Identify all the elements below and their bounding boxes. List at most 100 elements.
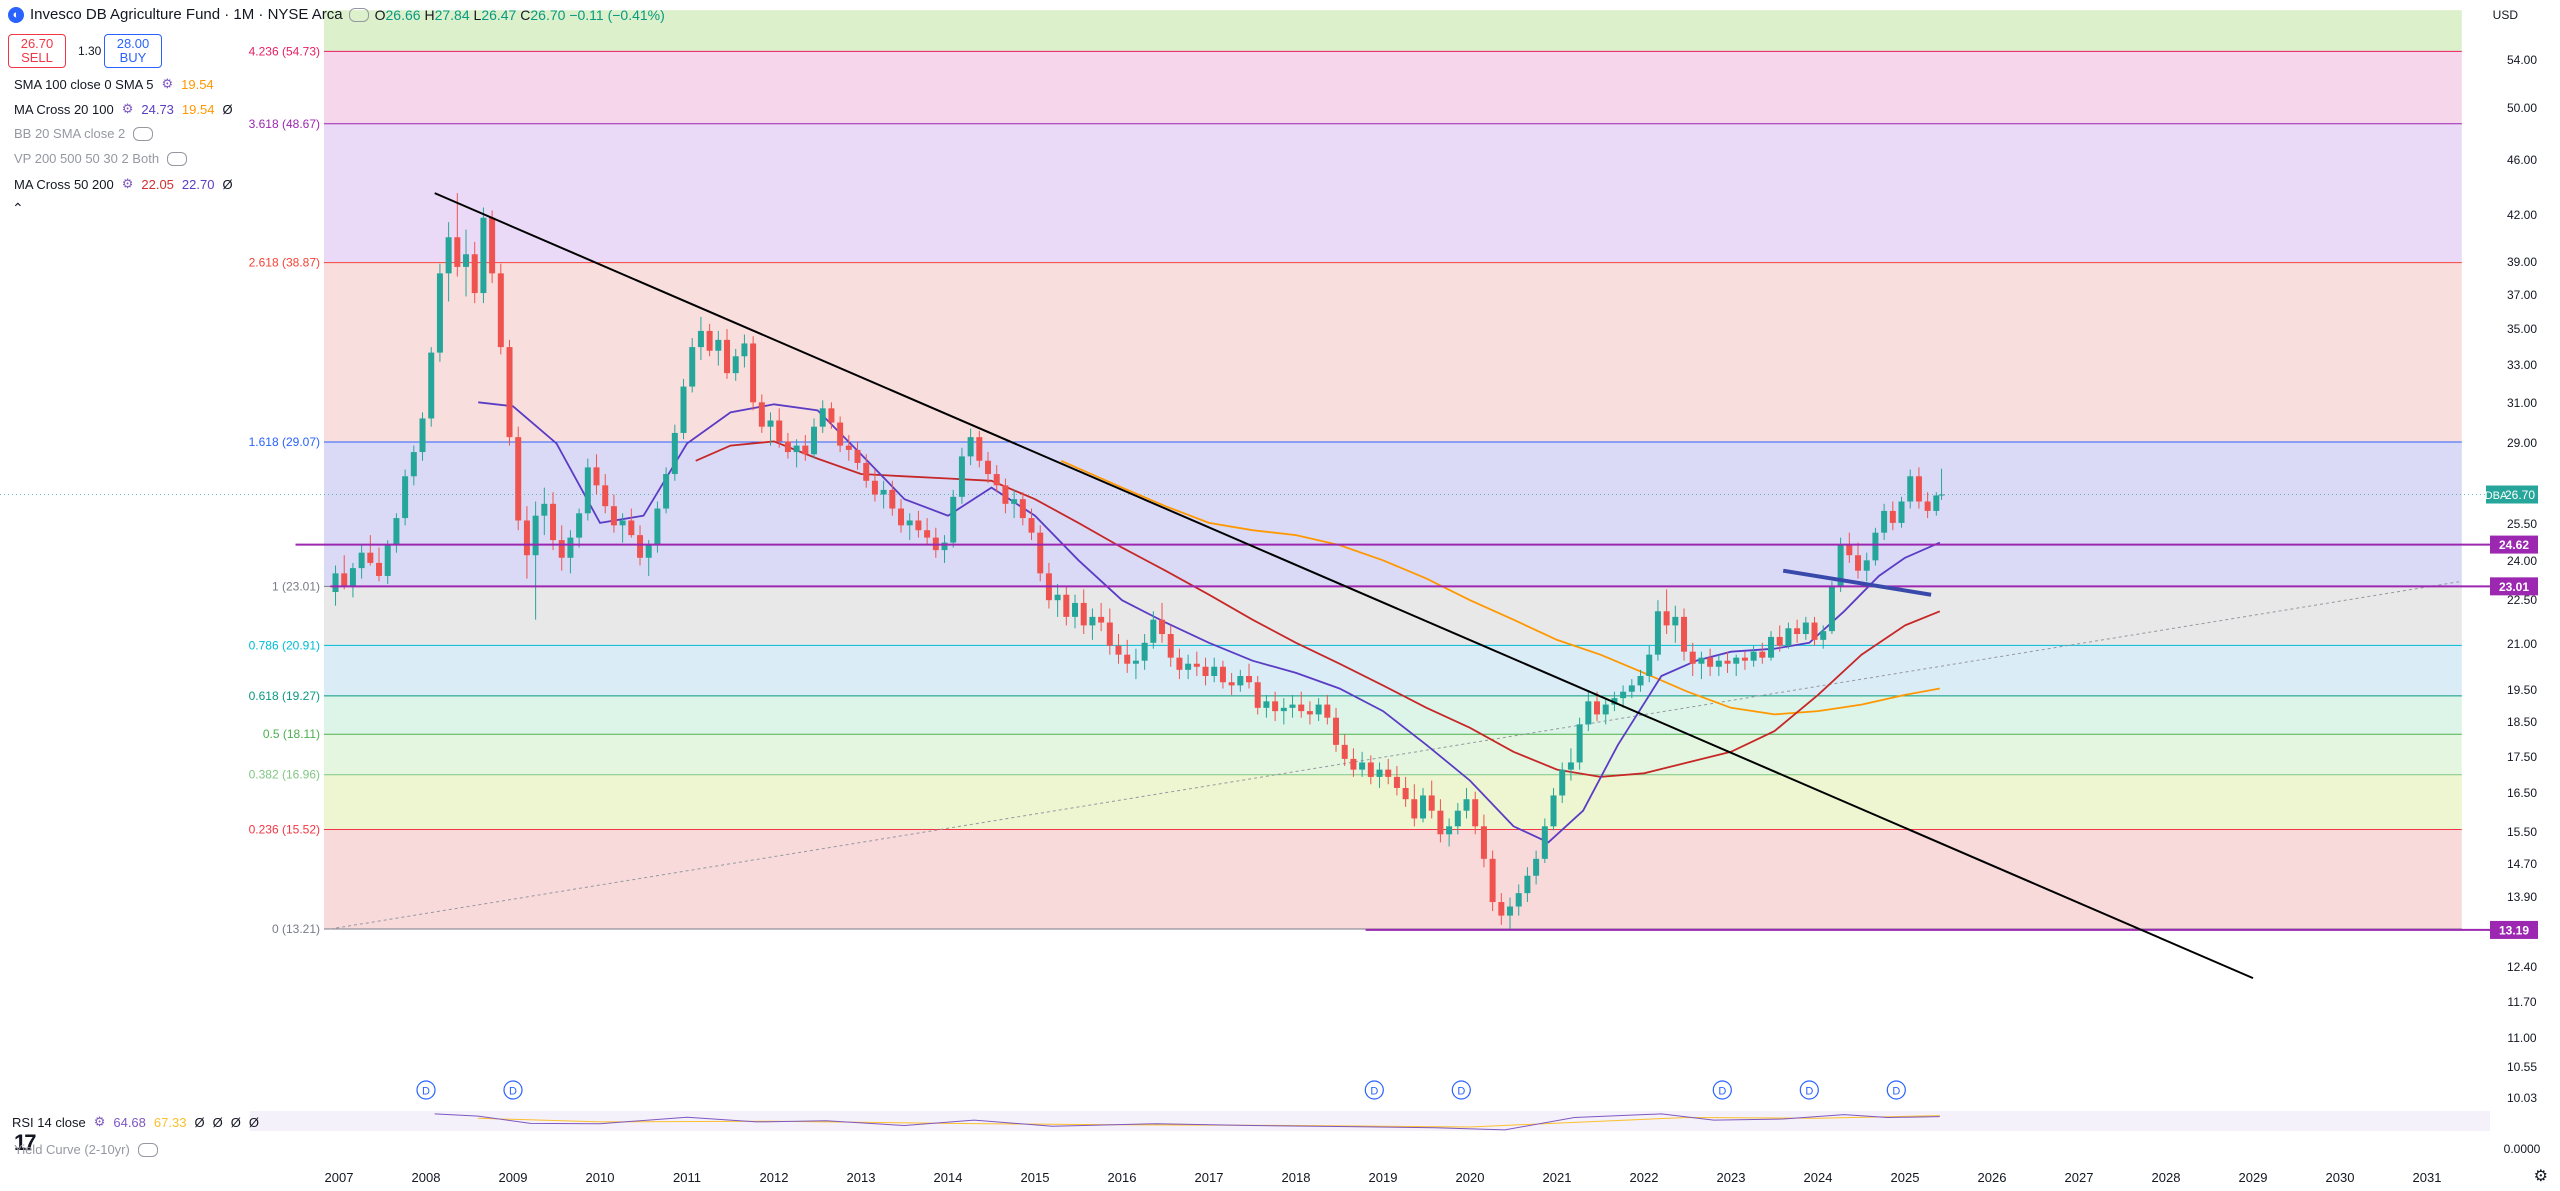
price-tick-label: 15.50: [2507, 825, 2537, 839]
price-tick-label: 11.00: [2507, 1031, 2536, 1045]
fib-level-label: 0.382 (16.96): [249, 768, 320, 782]
candle-body: [367, 552, 374, 563]
candle-body: [793, 445, 800, 453]
eye-icon[interactable]: [133, 126, 154, 141]
candle-body: [776, 420, 783, 442]
time-tick-label: 2013: [847, 1170, 876, 1185]
symbol-title[interactable]: Invesco DB Agriculture Fund · 1M · NYSE …: [30, 6, 343, 23]
rsi-legend[interactable]: RSI 14 close ⚙ 64.68 67.33 Ø Ø Ø Ø: [12, 1114, 259, 1130]
fib-level-label: 0.786 (20.91): [249, 638, 320, 652]
candle-body: [697, 330, 704, 348]
candle-body: [758, 402, 765, 427]
price-axis[interactable]: 24.62 23.01 13.19 54.00 50.00 46.00 42.00 39.00…: [2485, 53, 2541, 1156]
time-tick-label: 2031: [2413, 1170, 2442, 1185]
yield-curve-name: Yield Curve (2-10yr): [14, 1142, 130, 1157]
candle-body: [602, 485, 609, 507]
candle-body: [1750, 651, 1757, 661]
candle-body: [837, 422, 844, 446]
candle-body: [1863, 560, 1870, 571]
candle-body: [1324, 704, 1331, 718]
fib-level-label: 0.236 (15.52): [249, 822, 320, 836]
candle-body: [393, 518, 400, 546]
candle-body: [1689, 651, 1696, 664]
candle-body: [863, 462, 870, 481]
indicator-settings-icon[interactable]: ⚙: [121, 101, 134, 116]
candle-body: [480, 217, 487, 294]
fib-level-label: 1 (23.01): [272, 579, 320, 593]
candle-body: [898, 508, 905, 526]
candle-body: [1080, 602, 1087, 626]
candle-body: [515, 437, 522, 521]
price-tick-label: 16.50: [2507, 786, 2537, 800]
candle-body: [1576, 724, 1583, 763]
candle-body: [1915, 476, 1922, 502]
candle-body: [1193, 663, 1200, 667]
indicator-settings-icon[interactable]: ⚙: [121, 176, 134, 191]
indicator-name: BB 20 SMA close 2: [14, 126, 126, 141]
dividend-marker: [1451, 1080, 1471, 1100]
candle-body: [1733, 657, 1740, 664]
high-value: 27.84: [434, 6, 470, 23]
indicator-legend-row[interactable]: SMA 100 close 0 SMA 5 ⚙ 19.54: [14, 76, 214, 92]
candle-body: [1498, 902, 1505, 916]
indicator-legend-row[interactable]: BB 20 SMA close 2: [14, 126, 154, 141]
candle-body: [741, 343, 748, 357]
candle-body: [550, 503, 557, 541]
indicator-legend-row[interactable]: MA Cross 50 200 ⚙ 22.05 22.70 Ø: [14, 176, 233, 192]
chart-settings-icon[interactable]: ⚙: [2533, 1168, 2548, 1185]
candle-body: [732, 356, 739, 374]
candle-body: [1785, 628, 1792, 646]
price-tick-label: 35.00: [2507, 322, 2537, 336]
candle-body: [1446, 826, 1453, 835]
candle-body: [349, 568, 356, 587]
spread-value: 1.30: [78, 44, 102, 58]
indicator-legend-row[interactable]: VP 200 500 50 30 2 Both: [14, 151, 188, 166]
price-tick-label: 33.00: [2507, 358, 2537, 372]
candle-body: [1628, 685, 1635, 692]
candle-body: [1167, 634, 1174, 658]
buy-button[interactable]: 28.00 BUY: [104, 34, 162, 68]
price-tick-label: 0.0000: [2504, 1142, 2541, 1156]
candle-body: [1132, 660, 1139, 664]
time-tick-label: 2019: [1369, 1170, 1398, 1185]
close-value: 26.70: [530, 6, 566, 23]
candle-body: [376, 562, 383, 576]
rsi-value: 64.68: [113, 1114, 146, 1130]
eye-icon[interactable]: [348, 7, 369, 22]
time-axis[interactable]: 2007 2008 2009 2010 2011 2012 2013 2014 2015 2016…: [325, 1170, 2442, 1185]
candle-body: [1872, 532, 1879, 561]
indicator-settings-icon[interactable]: ⚙: [161, 76, 174, 91]
candle-body: [941, 542, 948, 551]
rsi-ma-value: 67.33: [153, 1114, 187, 1130]
price-tick-label: 39.00: [2507, 255, 2537, 269]
indicator-legend-row[interactable]: MA Cross 20 100 ⚙ 24.73 19.54 Ø: [14, 101, 233, 117]
collapse-legend-icon[interactable]: ⌃: [12, 200, 24, 216]
candle-body: [1637, 676, 1644, 686]
candle-body: [1524, 875, 1531, 894]
symbol-header[interactable]: ◐ Invesco DB Agriculture Fund · 1M · NYS…: [8, 6, 665, 23]
candle-body: [1428, 795, 1435, 811]
price-tick-label: 13.90: [2507, 890, 2537, 904]
candle-body: [1646, 654, 1653, 677]
sell-button[interactable]: 26.70 SELL: [8, 34, 66, 68]
candle-body: [1837, 545, 1844, 587]
tradingview-logo[interactable]: 17: [14, 1130, 37, 1155]
rsi-settings-icon[interactable]: ⚙: [93, 1114, 106, 1129]
eye-icon[interactable]: [137, 1142, 158, 1157]
fib-level-label: 0 (13.21): [272, 922, 320, 936]
time-tick-label: 2017: [1195, 1170, 1224, 1185]
candle-body: [1402, 787, 1409, 800]
fib-level-label: 4.236 (54.73): [249, 44, 320, 58]
currency-label[interactable]: USD: [2492, 8, 2518, 22]
candle-body: [1933, 495, 1940, 511]
candle-body: [1681, 616, 1688, 652]
candle-body: [828, 408, 835, 423]
candle-body: [332, 573, 339, 593]
candle-body: [1820, 631, 1827, 640]
fib-labels: 4.236 (54.73) 3.618 (48.67) 2.618 (38.87) 1…: [249, 44, 320, 936]
yield-curve-legend[interactable]: Yield Curve (2-10yr): [14, 1142, 158, 1157]
fib-band: [324, 734, 2462, 775]
candle-body: [584, 467, 591, 514]
eye-icon[interactable]: [167, 151, 188, 166]
